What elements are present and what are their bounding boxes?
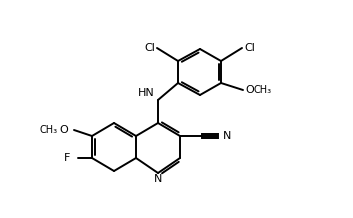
Text: HN: HN xyxy=(138,88,155,98)
Text: CH₃: CH₃ xyxy=(40,125,58,135)
Text: O: O xyxy=(245,85,254,95)
Text: N: N xyxy=(154,174,162,184)
Text: Cl: Cl xyxy=(144,43,155,53)
Text: Cl: Cl xyxy=(244,43,255,53)
Text: CH₃: CH₃ xyxy=(253,85,271,95)
Text: F: F xyxy=(64,153,70,163)
Text: N: N xyxy=(223,131,231,141)
Text: O: O xyxy=(59,125,68,135)
